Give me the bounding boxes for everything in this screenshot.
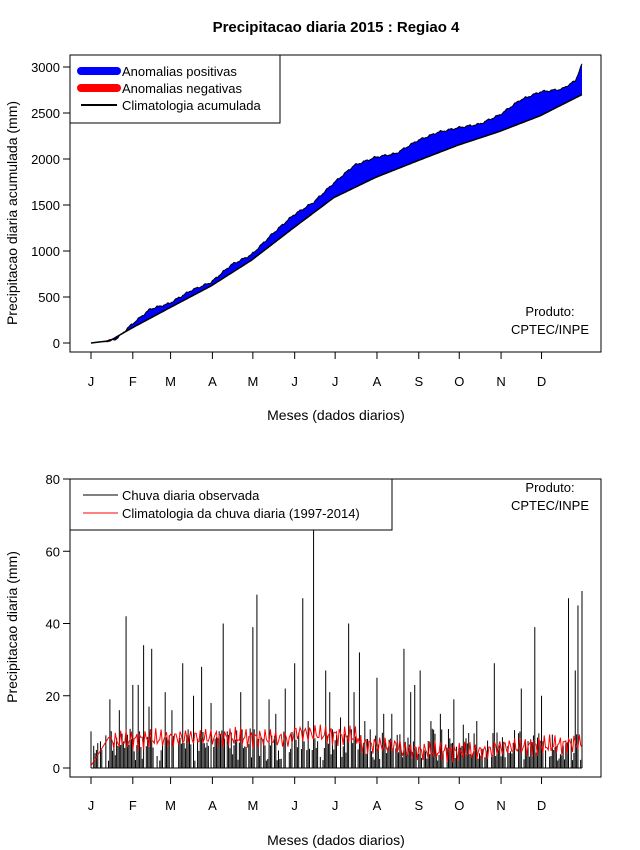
x-tick-label: F <box>129 374 137 389</box>
credit-produto: Produto: <box>525 304 574 319</box>
y-axis: 0 500 1000 1500 2000 2500 3000 <box>31 60 71 351</box>
y-tick-label: 2000 <box>31 152 60 167</box>
legend-daily-clim: Climatologia da chuva diaria (1997-2014) <box>122 506 360 521</box>
x-tick-label-bottom: S <box>414 798 423 813</box>
legend-negative: Anomalias negativas <box>122 81 242 96</box>
y-tick-label-bottom: 60 <box>46 544 60 559</box>
credit-cptec-bottom: CPTEC/INPE <box>511 498 589 513</box>
accumulated-chart: 0 500 1000 1500 2000 2500 3000 J F M A M J J A S O N D Pr… <box>4 54 602 423</box>
daily-bars <box>90 479 583 769</box>
y-axis-label-bottom: Precipitacao diaria (mm) <box>4 551 20 703</box>
x-axis-label: Meses (dados diarios) <box>267 407 405 423</box>
x-tick-label: A <box>373 374 382 389</box>
y-tick-label: 3000 <box>31 60 60 75</box>
daily-climatology-line <box>90 724 583 767</box>
x-tick-label-bottom: O <box>454 798 464 813</box>
y-tick-label-bottom: 80 <box>46 472 60 487</box>
climatology-cumulative-line <box>90 93 583 344</box>
x-axis-label-bottom: Meses (dados diarios) <box>267 832 405 848</box>
x-tick-label-bottom: J <box>88 798 95 813</box>
daily-climatology-polyline <box>90 724 583 767</box>
x-tick-label-bottom: A <box>208 798 217 813</box>
daily-chart: 0 20 40 60 80 J F M A M J J A S O N D Precipitacao diar… <box>4 472 602 848</box>
x-tick-label-bottom: M <box>165 798 176 813</box>
x-tick-label-bottom: N <box>496 798 505 813</box>
x-tick-label-bottom: M <box>247 798 258 813</box>
x-tick-label: M <box>165 374 176 389</box>
x-tick-label-bottom: A <box>373 798 382 813</box>
x-tick-label-bottom: J <box>332 798 339 813</box>
x-tick-label-bottom: J <box>291 798 298 813</box>
chart-title: Precipitacao diaria 2015 : Regiao 4 <box>213 19 460 36</box>
legend: Anomalias positivas Anomalias negativas … <box>69 54 281 124</box>
y-tick-label-bottom: 40 <box>46 617 60 632</box>
legend-positive: Anomalias positivas <box>122 64 237 79</box>
cumulative-lines <box>90 63 583 344</box>
x-tick-label: D <box>537 374 546 389</box>
y-tick-label: 1500 <box>31 198 60 213</box>
credit-produto-bottom: Produto: <box>525 480 574 495</box>
y-tick-label-bottom: 0 <box>53 761 60 776</box>
x-tick-label-bottom: F <box>129 798 137 813</box>
observed-cumulative-line <box>90 63 583 344</box>
x-tick-label: J <box>291 374 298 389</box>
y-axis-label: Precipitacao diaria acumulada (mm) <box>4 101 20 325</box>
y-axis-bottom: 0 20 40 60 80 <box>46 472 71 776</box>
x-tick-label-bottom: D <box>537 798 546 813</box>
x-tick-label: S <box>414 374 423 389</box>
legend-bottom: Chuva diaria observada Climatologia da c… <box>69 478 393 531</box>
legend-climatology: Climatologia acumulada <box>122 98 262 113</box>
positive-anomaly-area <box>91 63 582 343</box>
x-tick-label: J <box>88 374 95 389</box>
y-tick-label: 2500 <box>31 106 60 121</box>
positive-anomaly-polygon <box>91 63 582 343</box>
x-tick-label: O <box>454 374 464 389</box>
credit-cptec: CPTEC/INPE <box>511 322 589 337</box>
x-tick-label: M <box>247 374 258 389</box>
x-tick-label: A <box>208 374 217 389</box>
x-tick-label: J <box>332 374 339 389</box>
legend-observed: Chuva diaria observada <box>122 488 260 503</box>
legend-box-bottom <box>69 478 393 531</box>
y-tick-label: 1000 <box>31 244 60 259</box>
x-tick-label: N <box>496 374 505 389</box>
y-tick-label: 500 <box>38 290 60 305</box>
y-tick-label-bottom: 20 <box>46 689 60 704</box>
y-tick-label: 0 <box>53 336 60 351</box>
